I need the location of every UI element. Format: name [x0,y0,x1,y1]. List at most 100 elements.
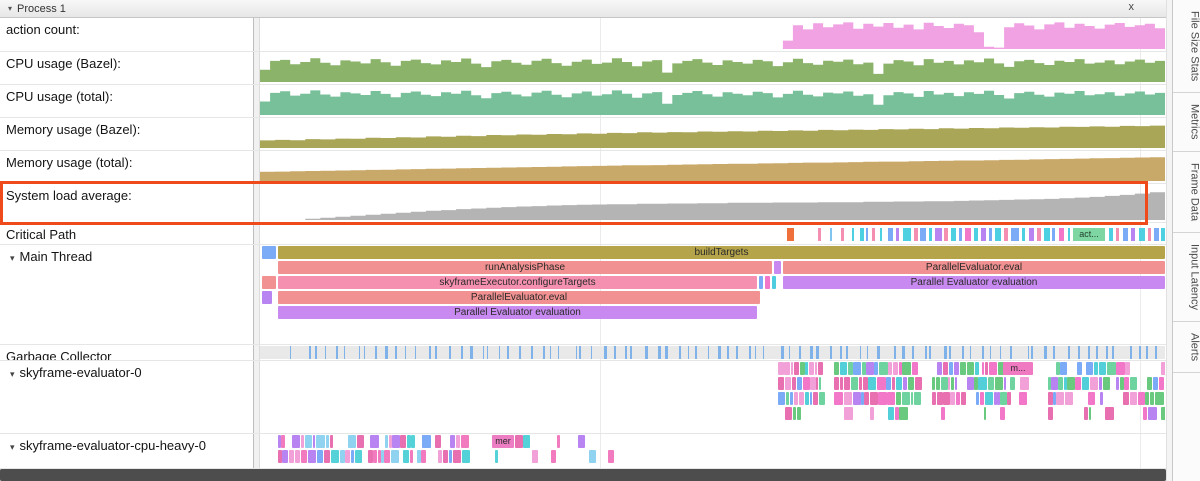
worker-slice[interactable] [950,392,955,405]
gc-event-tick[interactable] [982,346,984,359]
worker-slice[interactable] [975,362,979,375]
side-tab-file-size-stats[interactable]: File Size Stats [1172,0,1200,94]
gc-event-tick[interactable] [928,346,931,359]
worker-slice[interactable] [974,377,978,390]
worker-slice[interactable] [1161,362,1165,375]
gc-event-tick[interactable] [1009,346,1013,359]
gc-event-tick[interactable] [499,346,501,359]
worker-slice[interactable] [802,377,810,390]
worker-slice[interactable] [1137,392,1145,405]
gc-event-tick[interactable] [449,346,452,359]
collapse-icon[interactable]: ▾ [10,442,15,452]
gc-event-tick[interactable] [630,346,632,359]
worker-slice[interactable] [532,450,538,463]
gc-event-tick[interactable] [762,346,764,359]
worker-slice[interactable] [778,362,784,375]
worker-slice[interactable] [356,435,364,448]
worker-slice[interactable] [834,377,840,390]
gc-event-tick[interactable] [866,346,869,359]
worker-slice[interactable] [1020,377,1030,390]
worker-slice[interactable] [948,377,951,390]
worker-slice[interactable] [345,450,350,463]
critical-path-slice[interactable] [1037,228,1041,241]
worker-slice[interactable] [876,377,886,390]
worker-slice[interactable] [377,450,381,463]
track-area[interactable]: m... [260,361,1165,433]
worker-slice[interactable] [325,435,330,448]
worker-slice[interactable] [814,362,818,375]
worker-slice[interactable] [388,435,392,448]
worker-slice[interactable] [863,377,868,390]
track-area[interactable] [260,52,1165,84]
gc-event-tick[interactable] [543,346,546,359]
worker-slice[interactable] [785,392,790,405]
worker-slice[interactable] [891,377,896,390]
gc-event-tick[interactable] [1078,346,1080,359]
worker-slice[interactable] [307,450,317,463]
worker-slice[interactable] [373,450,377,463]
worker-slice[interactable] [784,407,792,420]
critical-path-slice[interactable] [1029,228,1034,241]
worker-slice[interactable] [911,362,919,375]
worker-slice[interactable] [400,435,406,448]
worker-slice[interactable] [448,450,453,463]
gc-event-tick[interactable] [315,346,317,359]
worker-slice[interactable] [778,377,785,390]
gc-event-tick[interactable] [530,346,534,359]
worker-slice[interactable] [799,362,805,375]
worker-slice[interactable] [852,392,861,405]
worker-slice[interactable] [987,377,995,390]
worker-slice[interactable] [818,362,823,375]
worker-slice[interactable] [1145,392,1149,405]
gc-event-tick[interactable] [679,346,681,359]
worker-slice[interactable] [804,392,810,405]
worker-slice[interactable] [316,435,325,448]
worker-slice[interactable] [354,450,363,463]
gc-event-tick[interactable] [575,346,578,359]
worker-slice[interactable] [899,362,902,375]
gc-event-tick[interactable] [460,346,464,359]
trace-slice-runanalysisphase[interactable]: runAnalysisPhase [278,261,772,274]
worker-slice[interactable] [347,435,356,448]
worker-slice[interactable] [438,450,443,463]
worker-slice[interactable] [892,362,899,375]
gc-event-tick[interactable] [1028,346,1030,359]
worker-slice[interactable] [966,362,975,375]
worker-slice[interactable] [1000,407,1005,420]
side-tab-metrics[interactable]: Metrics [1172,93,1200,152]
worker-slice[interactable] [1053,392,1056,405]
trace-slice[interactable] [772,276,776,289]
worker-slice[interactable] [869,407,875,420]
worker-slice[interactable] [903,377,907,390]
worker-slice[interactable] [1088,407,1092,420]
worker-slice[interactable] [1160,407,1165,420]
worker-slice[interactable] [861,362,866,375]
worker-slice[interactable] [1105,407,1114,420]
gc-event-tick[interactable] [859,346,862,359]
worker-slice[interactable] [887,392,896,405]
worker-slice[interactable] [1058,377,1063,390]
trace-slice[interactable] [262,291,272,304]
critical-path-slice[interactable] [888,228,893,241]
worker-slice[interactable] [384,435,388,448]
worker-slice[interactable] [888,407,895,420]
worker-slice[interactable] [392,435,400,448]
critical-path-slice-act[interactable]: act... [1073,228,1105,241]
worker-slice[interactable] [1102,377,1110,390]
worker-slice[interactable] [551,450,556,463]
worker-slice[interactable] [819,377,822,390]
worker-slice[interactable] [300,450,308,463]
worker-slice[interactable] [899,407,909,420]
worker-slice[interactable] [1010,377,1016,390]
worker-slice[interactable] [868,377,877,390]
worker-slice[interactable] [1048,392,1053,405]
gc-event-tick[interactable] [1031,346,1033,359]
worker-slice[interactable] [1099,362,1107,375]
critical-path-slice[interactable] [920,228,926,241]
worker-slice[interactable] [411,435,415,448]
gc-event-tick[interactable] [506,346,509,359]
worker-slice[interactable] [406,435,411,448]
worker-slice[interactable] [1125,362,1130,375]
worker-slice[interactable] [1018,392,1028,405]
worker-slice[interactable] [1081,377,1090,390]
